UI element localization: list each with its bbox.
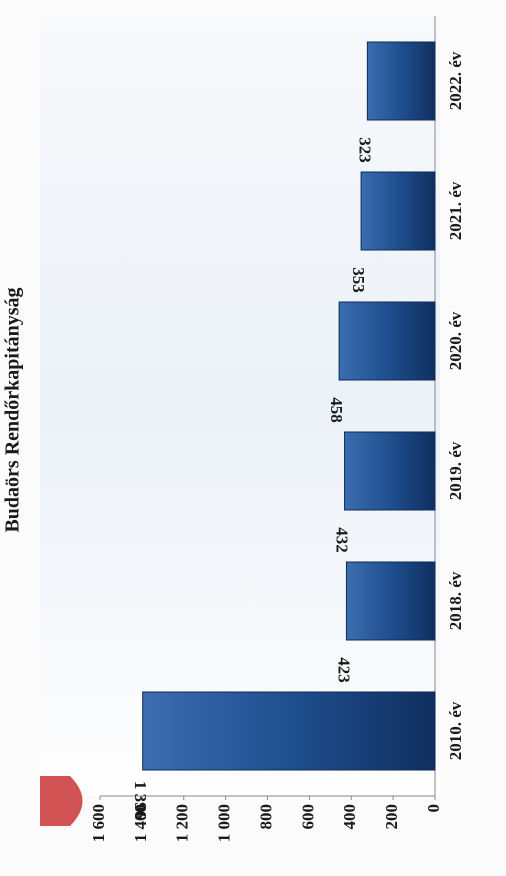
x-tick-label: 2018. év: [446, 571, 465, 630]
y-tick-label: 1 000: [215, 804, 234, 842]
y-tick-label: 1 200: [173, 804, 192, 842]
logo: [40, 776, 83, 826]
y-tick-label: 0: [424, 804, 443, 813]
bar: [344, 431, 436, 511]
bar: [366, 41, 436, 121]
value-label: 1 396: [131, 781, 150, 819]
y-tick-label: 1 400: [131, 804, 150, 842]
chart-title: Budaörs Rendőrkapitányság: [2, 287, 24, 532]
y-tick-label: 400: [340, 804, 359, 830]
bar: [338, 301, 436, 381]
photo-backdrop: [40, 16, 440, 796]
value-label: 353: [349, 267, 368, 293]
x-tick-label: 2010. év: [446, 701, 465, 760]
x-tick-label: 2020. év: [446, 311, 465, 370]
y-tick-label: 800: [256, 804, 275, 830]
value-label: 458: [327, 397, 346, 423]
bar: [360, 171, 436, 251]
y-tick-label: 200: [382, 804, 401, 830]
bar: [345, 561, 436, 641]
bar: [142, 691, 436, 771]
x-tick-label: 2021. év: [446, 181, 465, 240]
y-tick-label: 1 600: [89, 804, 108, 842]
y-tick-label: 600: [298, 804, 317, 830]
value-label: 323: [355, 137, 374, 163]
value-label: 432: [333, 527, 352, 553]
value-label: 423: [335, 657, 354, 683]
x-tick-label: 2022. év: [446, 51, 465, 110]
x-tick-label: 2019. év: [446, 441, 465, 500]
